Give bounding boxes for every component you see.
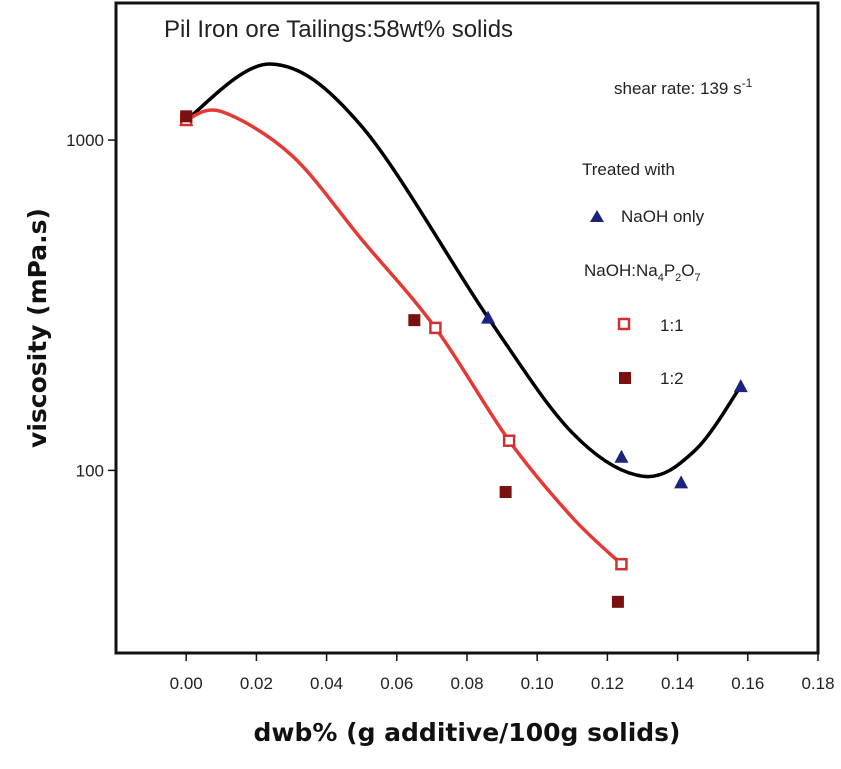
- legend: Treated with NaOH only NaOH:Na4P2O7 1:1 …: [582, 160, 705, 388]
- naoh-point: [733, 379, 748, 393]
- legend-group-f: 7: [695, 272, 701, 284]
- naoh-point: [481, 310, 496, 324]
- x-tick-label: 0.16: [731, 674, 764, 693]
- legend-ratio-1-2: 1:2: [660, 369, 684, 388]
- naoh-point: [614, 449, 629, 463]
- x-tick-label: 0.00: [170, 674, 203, 693]
- y-tick-label: 1000: [66, 131, 104, 150]
- legend-heading: Treated with: [582, 160, 675, 179]
- x-tick-label: 0.18: [801, 674, 834, 693]
- naoh-point: [674, 475, 689, 489]
- naoh-fit-curve: [185, 62, 743, 479]
- legend-group-d: 2: [675, 272, 681, 284]
- r11-point: [502, 434, 516, 447]
- tick-layer: 0.00 0.02 0.04 0.06 0.08 0.10 0.12 0.14 0.16 0.18…: [66, 131, 834, 693]
- legend-filled-square-marker: [619, 372, 631, 384]
- r11-point: [615, 557, 628, 571]
- r12-point: [499, 486, 512, 499]
- legend-ratio-1-1: 1:1: [660, 316, 684, 335]
- y-axis-label: viscosity (mPa.s): [23, 208, 52, 448]
- plot-frame: [114, 1, 820, 655]
- shear-rate-note: shear rate: 139 s-1: [614, 76, 753, 98]
- x-tick-label: 0.06: [380, 674, 413, 693]
- fit-layer: [185, 62, 743, 566]
- r12-point: [408, 314, 421, 327]
- legend-group-e: O: [681, 261, 694, 280]
- x-tick-label: 0.08: [450, 674, 483, 693]
- legend-group-b: 4: [658, 272, 664, 284]
- x-tick-label: 0.02: [240, 674, 273, 693]
- r12-point: [180, 110, 193, 123]
- x-tick-label: 0.12: [591, 674, 624, 693]
- chart-title: Pil Iron ore Tailings:58wt% solids: [164, 16, 513, 43]
- legend-naoh-label: NaOH only: [621, 207, 705, 226]
- y-tick-label: 100: [76, 461, 104, 480]
- legend-triangle-marker: [590, 210, 604, 222]
- shear-rate-text: shear rate: 139 s: [614, 79, 742, 98]
- x-axis-label: dwb% (g additive/100g solids): [254, 718, 681, 747]
- shear-rate-sup: -1: [742, 76, 753, 90]
- legend-open-square-marker: [617, 317, 631, 331]
- r11-fit-curve: [185, 108, 623, 566]
- x-tick-label: 0.10: [521, 674, 554, 693]
- x-tick-label: 0.04: [310, 674, 343, 693]
- legend-group-label: NaOH:Na4P2O7: [584, 261, 701, 284]
- points-layer: [179, 110, 748, 608]
- r12-point: [611, 595, 624, 608]
- x-tick-label: 0.14: [661, 674, 694, 693]
- legend-group-a: NaOH:Na: [584, 261, 658, 280]
- r11-point: [429, 321, 442, 335]
- legend-group-c: P: [664, 261, 675, 280]
